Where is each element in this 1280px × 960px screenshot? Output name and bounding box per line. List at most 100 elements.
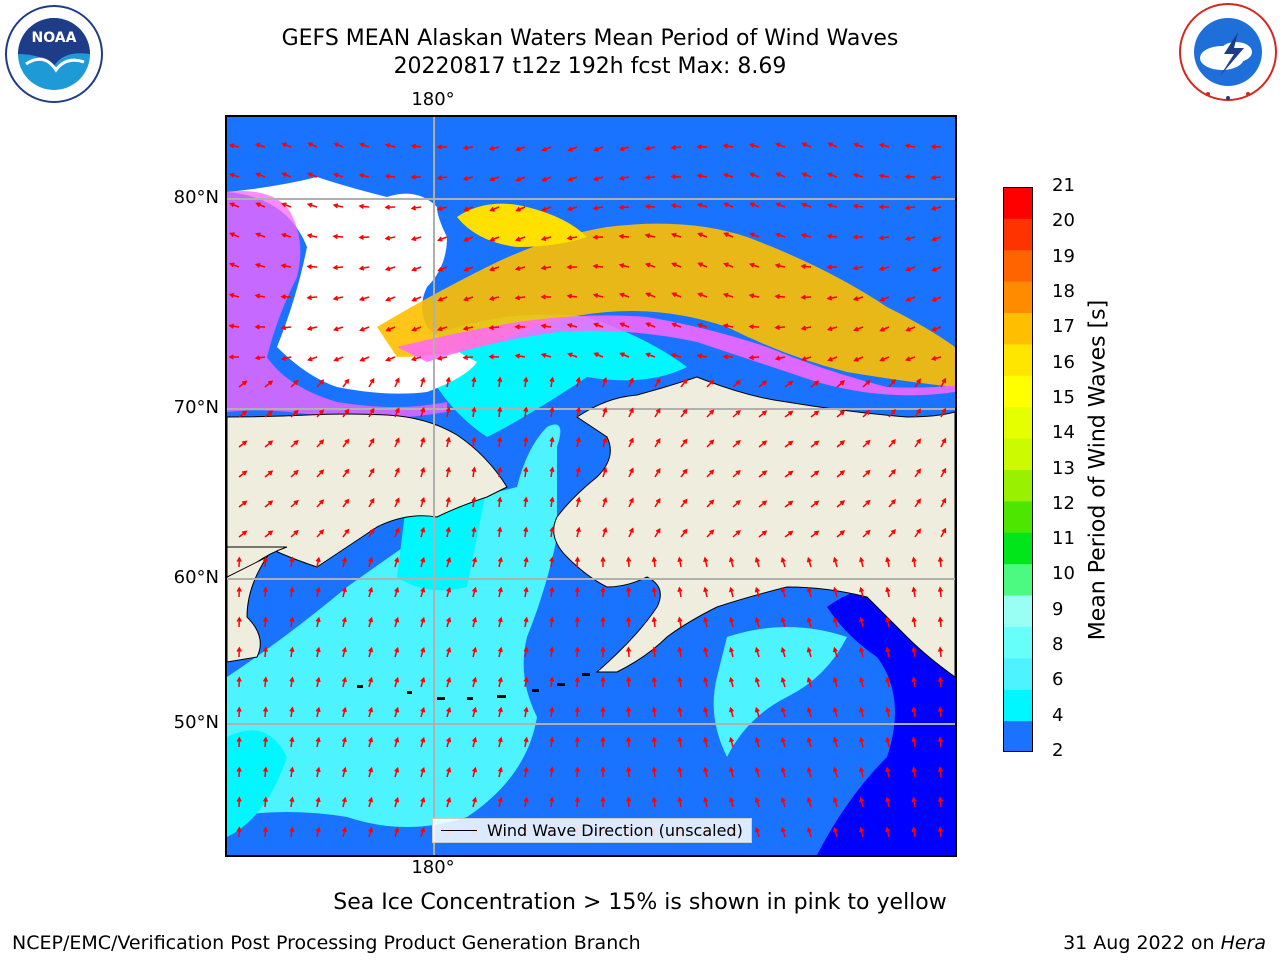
wave-arrow-head xyxy=(394,437,400,443)
wave-arrow-head xyxy=(852,265,859,271)
wave-arrow-head xyxy=(722,172,729,178)
wave-arrow-head xyxy=(748,354,754,361)
wave-arrow-head xyxy=(728,616,734,623)
wave-arrow-head xyxy=(463,296,469,302)
wave-arrow-head xyxy=(236,646,242,652)
wave-arrow-head xyxy=(788,500,794,506)
wave-arrow-head xyxy=(709,409,715,415)
wave-arrow-head xyxy=(254,293,261,299)
wave-arrow-head xyxy=(865,469,871,475)
wave-arrow-head xyxy=(655,497,661,504)
wave-arrow-head xyxy=(384,266,391,272)
wave-arrow-head xyxy=(549,436,555,443)
wave-arrow-head xyxy=(229,232,235,238)
wave-arrow-head xyxy=(600,766,606,772)
wave-arrow-head xyxy=(885,796,891,803)
wave-arrow-head xyxy=(703,556,709,563)
noaa-logo-text: NOAA xyxy=(32,30,77,46)
wave-arrow-head xyxy=(761,410,768,416)
colorbar-tick-label: 18 xyxy=(1052,280,1075,302)
colorbar-tick-label: 9 xyxy=(1052,598,1064,620)
wave-arrow-head xyxy=(385,326,391,332)
wave-arrow-head xyxy=(471,466,477,473)
wave-arrow-head xyxy=(497,646,503,653)
wave-arrow-head xyxy=(254,355,261,361)
wave-arrow-head xyxy=(549,676,555,683)
wave-arrow-head xyxy=(788,470,794,476)
colorbar-segment xyxy=(1003,689,1033,722)
wave-arrow-head xyxy=(463,206,469,212)
wave-arrow-head xyxy=(905,326,911,332)
wave-arrow-head xyxy=(497,706,503,713)
wave-arrow-head xyxy=(703,766,709,773)
wave-arrow-head xyxy=(593,352,599,358)
wave-arrow-head xyxy=(242,530,248,536)
wave-arrow-head xyxy=(472,556,478,563)
wave-arrow-head xyxy=(930,205,937,211)
wave-arrow-head xyxy=(262,796,269,802)
wave-arrow-head xyxy=(255,202,261,208)
wave-arrow-head xyxy=(748,324,754,330)
wave-arrow-head xyxy=(651,796,657,803)
wave-arrow-head xyxy=(677,646,683,653)
wave-arrow-head xyxy=(385,296,391,302)
wave-arrow-head xyxy=(315,586,321,593)
colorbar-segment xyxy=(1003,249,1033,282)
wave-arrow-head xyxy=(859,616,865,623)
wave-arrow-head xyxy=(523,676,529,683)
wave-arrow-head xyxy=(852,203,859,209)
wave-arrow-head xyxy=(788,440,794,446)
wave-arrow-head xyxy=(236,766,242,772)
wave-arrow-head xyxy=(236,736,242,742)
wave-arrow-head xyxy=(806,766,812,773)
wave-arrow-head xyxy=(651,616,657,623)
wave-arrow-head xyxy=(827,172,833,178)
wave-arrow-head xyxy=(262,616,269,622)
wave-arrow-head xyxy=(735,379,741,386)
wave-arrow-head xyxy=(879,296,885,302)
wave-arrow-head xyxy=(801,142,807,148)
colorbar-tick-label: 21 xyxy=(1052,175,1075,196)
wave-arrow-head xyxy=(878,266,885,272)
wave-arrow-head xyxy=(281,202,287,208)
colorbar-segment xyxy=(1003,343,1033,376)
wave-arrow-head xyxy=(788,410,794,416)
wave-arrow-head xyxy=(826,233,833,239)
wave-arrow-head xyxy=(471,376,477,383)
wave-arrow-head xyxy=(280,294,286,300)
wave-arrow-head xyxy=(369,407,375,414)
wave-arrow-head xyxy=(696,173,703,179)
wave-arrow-head xyxy=(593,146,599,152)
wave-arrow-head xyxy=(723,232,729,238)
wave-arrow-head xyxy=(242,380,248,386)
wave-arrow-head xyxy=(754,766,760,773)
wave-arrow-head xyxy=(472,736,478,743)
wave-arrow-head xyxy=(262,556,269,562)
wave-arrow-head xyxy=(523,766,529,773)
wave-arrow-head xyxy=(293,499,299,505)
wave-arrow-head xyxy=(735,409,741,416)
wave-arrow-head xyxy=(575,466,581,473)
wave-arrow-head xyxy=(411,266,417,272)
wave-arrow-head xyxy=(748,293,755,299)
wave-arrow-head xyxy=(488,145,495,151)
wave-arrow-head xyxy=(602,377,608,383)
wave-arrow-head xyxy=(761,500,768,506)
wave-arrow-head xyxy=(289,616,295,623)
wave-arrow-head xyxy=(436,355,443,361)
wave-arrow-head xyxy=(549,406,555,413)
wave-arrow-head xyxy=(852,234,858,240)
wave-arrow-head xyxy=(488,354,494,360)
wave-arrow-head xyxy=(242,440,248,446)
wave-arrow-head xyxy=(315,796,321,803)
wave-arrow-head xyxy=(523,376,529,383)
wave-arrow-head xyxy=(549,376,555,383)
wave-arrow-head xyxy=(549,796,555,803)
colorbar-segment xyxy=(1003,438,1033,470)
wave-arrow-head xyxy=(574,556,580,563)
nws-logo xyxy=(1179,3,1277,101)
wave-arrow-head xyxy=(410,236,417,242)
wave-arrow-head xyxy=(437,266,443,272)
wave-arrow-head xyxy=(344,378,350,384)
wave-arrow-head xyxy=(722,143,729,149)
